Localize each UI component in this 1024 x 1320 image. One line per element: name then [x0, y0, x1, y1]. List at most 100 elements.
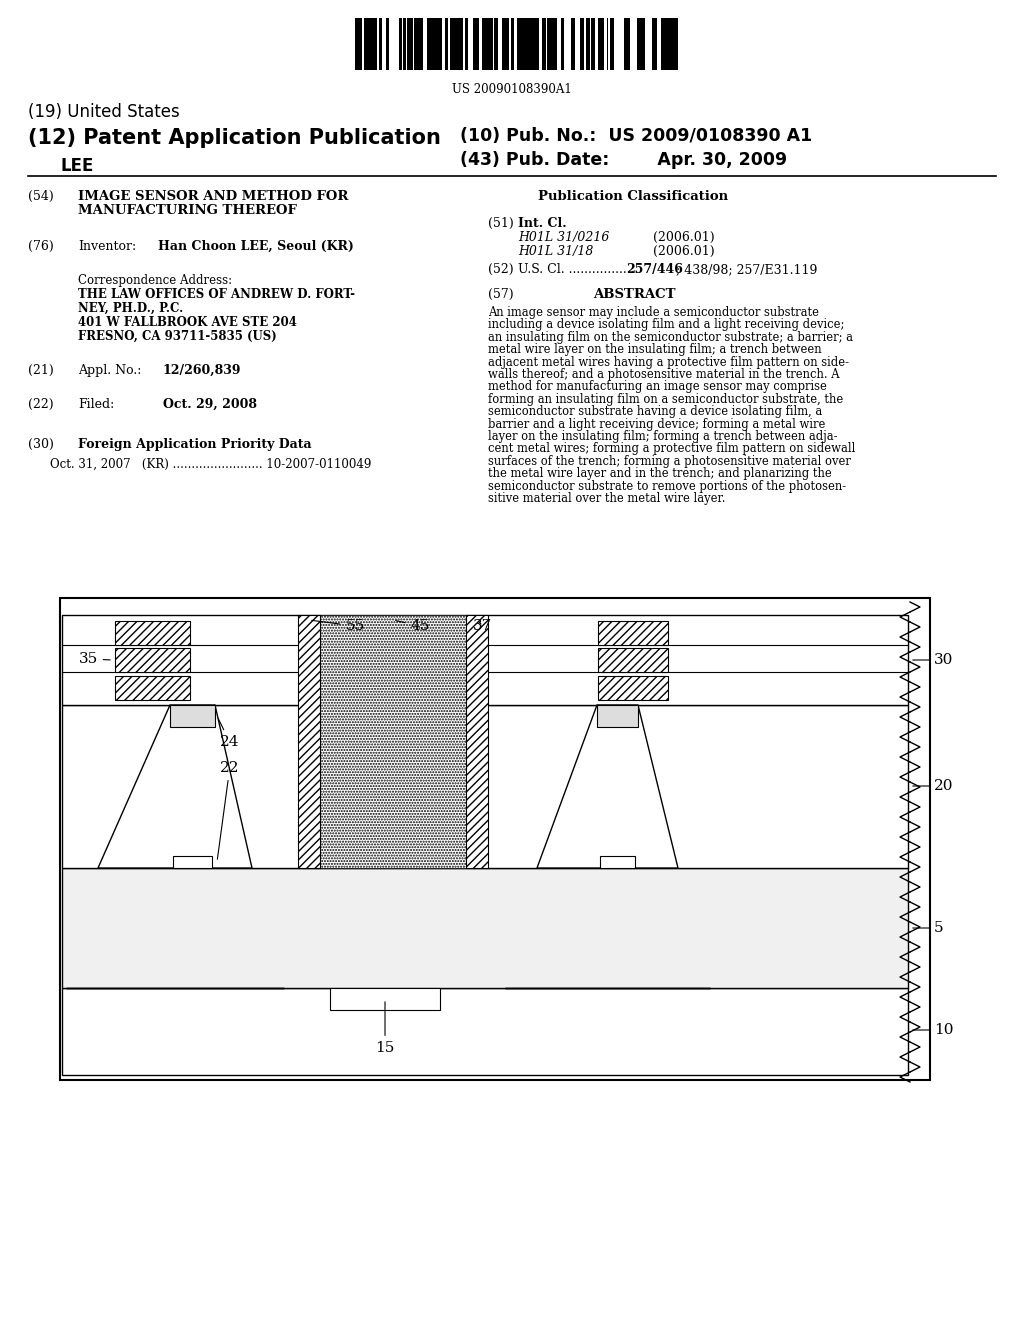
- Text: (21): (21): [28, 364, 53, 378]
- Bar: [532, 18, 535, 70]
- Text: Foreign Application Priority Data: Foreign Application Priority Data: [78, 438, 311, 451]
- Bar: [173, 855, 212, 869]
- Text: IMAGE SENSOR AND METHOD FOR: IMAGE SENSOR AND METHOD FOR: [78, 190, 348, 203]
- Bar: [547, 18, 551, 70]
- Bar: [521, 18, 525, 70]
- Bar: [62, 705, 908, 869]
- Text: U.S. Cl. ..................: U.S. Cl. ..................: [518, 263, 642, 276]
- Text: (43) Pub. Date:        Apr. 30, 2009: (43) Pub. Date: Apr. 30, 2009: [460, 150, 787, 169]
- Bar: [479, 18, 482, 70]
- Text: 45: 45: [395, 619, 430, 634]
- Bar: [423, 18, 426, 70]
- Bar: [555, 18, 557, 70]
- Bar: [535, 18, 539, 70]
- Bar: [571, 18, 575, 70]
- Bar: [485, 18, 489, 70]
- Bar: [506, 18, 509, 70]
- Bar: [602, 18, 604, 70]
- Bar: [514, 18, 516, 70]
- Bar: [551, 18, 555, 70]
- Text: FRESNO, CA 93711-5835 (US): FRESNO, CA 93711-5835 (US): [78, 330, 276, 343]
- Bar: [620, 18, 624, 70]
- Text: (54): (54): [28, 190, 53, 203]
- Text: Int. Cl.: Int. Cl.: [518, 216, 566, 230]
- Bar: [389, 18, 391, 70]
- Text: semiconductor substrate to remove portions of the photosen-: semiconductor substrate to remove portio…: [488, 479, 846, 492]
- Bar: [634, 18, 637, 70]
- Bar: [416, 18, 419, 70]
- Bar: [62, 987, 908, 1074]
- Text: surfaces of the trench; forming a photosensitive material over: surfaces of the trench; forming a photos…: [488, 455, 851, 467]
- Bar: [645, 18, 648, 70]
- Bar: [386, 18, 389, 70]
- Bar: [459, 18, 463, 70]
- Text: (57): (57): [488, 288, 514, 301]
- Text: 55: 55: [311, 619, 365, 634]
- Text: H01L 31/0216: H01L 31/0216: [518, 231, 609, 244]
- Text: method for manufacturing an image sensor may comprise: method for manufacturing an image sensor…: [488, 380, 826, 393]
- Bar: [407, 18, 411, 70]
- Bar: [419, 18, 423, 70]
- Bar: [62, 869, 908, 987]
- Bar: [539, 18, 542, 70]
- Bar: [377, 18, 379, 70]
- Text: an insulating film on the semiconductor substrate; a barrier; a: an insulating film on the semiconductor …: [488, 331, 853, 343]
- Bar: [669, 18, 672, 70]
- Text: Correspondence Address:: Correspondence Address:: [78, 275, 232, 286]
- Bar: [584, 18, 586, 70]
- Bar: [450, 18, 454, 70]
- Bar: [298, 615, 319, 869]
- Bar: [397, 18, 399, 70]
- Text: LEE: LEE: [60, 157, 93, 176]
- Text: semiconductor substrate having a device isolating film, a: semiconductor substrate having a device …: [488, 405, 822, 418]
- Bar: [502, 18, 505, 70]
- Bar: [449, 18, 450, 70]
- Bar: [624, 18, 627, 70]
- Text: (10) Pub. No.:  US 2009/0108390 A1: (10) Pub. No.: US 2009/0108390 A1: [460, 127, 812, 145]
- Bar: [598, 676, 668, 700]
- Bar: [382, 18, 386, 70]
- Text: ABSTRACT: ABSTRACT: [593, 288, 676, 301]
- Bar: [445, 18, 449, 70]
- Bar: [665, 18, 667, 70]
- Polygon shape: [597, 705, 638, 727]
- Text: NEY, PH.D., P.C.: NEY, PH.D., P.C.: [78, 302, 183, 315]
- Text: 22: 22: [217, 762, 240, 859]
- Bar: [597, 705, 638, 727]
- Text: (22): (22): [28, 399, 53, 411]
- Text: THE LAW OFFICES OF ANDREW D. FORT-: THE LAW OFFICES OF ANDREW D. FORT-: [78, 288, 355, 301]
- Bar: [630, 18, 633, 70]
- Text: the metal wire layer and in the trench; and planarizing the: the metal wire layer and in the trench; …: [488, 467, 831, 480]
- Polygon shape: [98, 705, 252, 869]
- Bar: [489, 18, 493, 70]
- Bar: [638, 18, 642, 70]
- Text: 24: 24: [218, 718, 240, 748]
- Bar: [115, 620, 190, 645]
- Text: (76): (76): [28, 240, 53, 253]
- Text: 37: 37: [473, 619, 493, 634]
- Text: 30: 30: [934, 653, 953, 667]
- Bar: [411, 18, 413, 70]
- Bar: [170, 705, 215, 727]
- Bar: [380, 18, 382, 70]
- Bar: [319, 615, 466, 869]
- Bar: [427, 18, 431, 70]
- Bar: [509, 18, 511, 70]
- Text: H01L 31/18: H01L 31/18: [518, 246, 593, 257]
- Text: (30): (30): [28, 438, 54, 451]
- Bar: [577, 18, 580, 70]
- Bar: [358, 18, 361, 70]
- Bar: [457, 18, 459, 70]
- Bar: [330, 987, 440, 1010]
- Bar: [482, 18, 485, 70]
- Bar: [476, 18, 479, 70]
- Text: walls thereof; and a photosensitive material in the trench. A: walls thereof; and a photosensitive mate…: [488, 368, 840, 381]
- Bar: [610, 18, 614, 70]
- Text: Filed:: Filed:: [78, 399, 115, 411]
- Text: 10: 10: [934, 1023, 953, 1038]
- Bar: [598, 648, 668, 672]
- Text: 12/260,839: 12/260,839: [163, 364, 242, 378]
- Text: 15: 15: [376, 1002, 394, 1055]
- Bar: [657, 18, 662, 70]
- Text: 35: 35: [79, 652, 111, 667]
